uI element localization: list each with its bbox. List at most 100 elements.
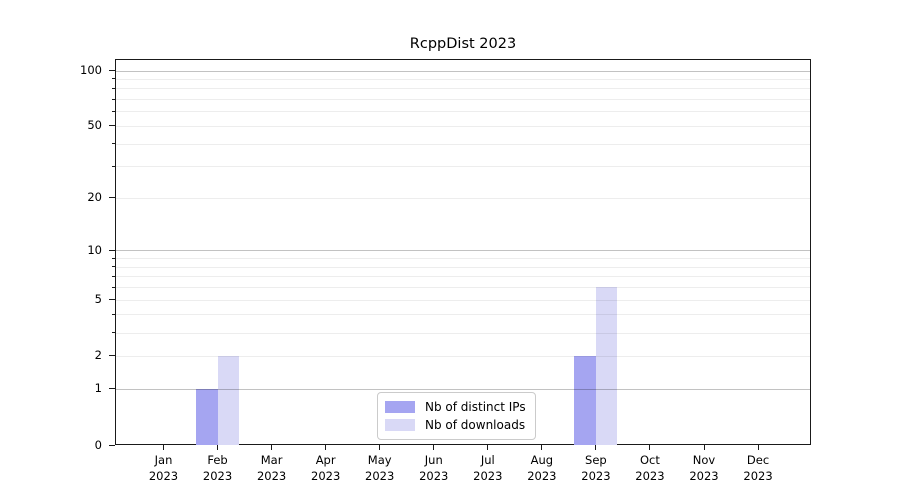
x-tick [379, 445, 381, 450]
gridline-major [116, 70, 810, 72]
x-tick-label-year: 2023 [527, 468, 557, 483]
x-tick-label-month: Jun [424, 453, 443, 467]
gridline-minor [116, 314, 810, 316]
bars-layer [116, 60, 810, 445]
y-tick-minor [112, 266, 115, 268]
x-tick-label: Apr 2023 [290, 453, 362, 484]
plot-area: Nb of distinct IPs Nb of downloads [115, 59, 811, 445]
y-tick-label: 100 [80, 63, 102, 77]
gridline-minor [116, 78, 810, 80]
x-tick-label-year: 2023 [365, 468, 395, 483]
y-tick-minor [112, 110, 115, 112]
y-tick-minor [112, 257, 115, 259]
x-tick [487, 445, 489, 450]
x-tick-label-month: Dec [746, 453, 770, 467]
x-tick-label-year: 2023 [635, 468, 665, 483]
x-tick-label: Oct 2023 [614, 453, 686, 484]
x-tick-label-month: Mar [260, 453, 283, 467]
y-tick-label: 10 [87, 242, 102, 257]
y-tick-label: 1 [94, 381, 102, 396]
gridline-minor [116, 355, 810, 357]
bar-distinct-ips [574, 355, 596, 445]
x-tick [325, 445, 327, 450]
chart-title: RcppDist 2023 [409, 36, 517, 52]
x-tick [649, 445, 651, 450]
gridline-minor [116, 258, 810, 260]
y-tick-minor [112, 313, 115, 315]
x-tick-label-year: 2023 [311, 468, 341, 483]
gridline-minor [116, 332, 810, 334]
x-tick-label-year: 2023 [419, 468, 449, 483]
x-tick-label: Feb 2023 [182, 453, 254, 484]
y-tick-major [109, 249, 115, 251]
x-tick-label-year: 2023 [689, 468, 719, 483]
legend-item-distinct-ips: Nb of distinct IPs [385, 398, 526, 416]
gridline-minor [116, 143, 810, 145]
y-tick-label: 2 [94, 348, 102, 363]
y-tick-minor [112, 78, 115, 80]
x-tick-label-month: Jul [480, 453, 495, 467]
x-tick-label: Jun 2023 [398, 453, 470, 484]
x-tick-label: Aug 2023 [506, 453, 578, 484]
gridline-minor [116, 125, 810, 127]
gridline-minor [116, 99, 810, 101]
x-tick-label: Jan 2023 [128, 453, 200, 484]
x-tick-label-year: 2023 [473, 468, 503, 483]
x-tick-label-month: Aug [530, 453, 554, 467]
y-tick-major [109, 355, 115, 357]
gridline-minor [116, 88, 810, 90]
x-tick-label: Nov 2023 [668, 453, 740, 484]
gridline-minor [116, 299, 810, 301]
x-tick-label-year: 2023 [581, 468, 611, 483]
x-tick [163, 445, 164, 450]
x-tick-label: Mar 2023 [236, 453, 308, 484]
gridline-minor [116, 197, 810, 199]
x-tick-label-year: 2023 [256, 468, 287, 483]
y-tick-minor [112, 98, 115, 100]
x-tick-label-year: 2023 [202, 468, 233, 483]
gridline-major [116, 250, 810, 252]
legend: Nb of distinct IPs Nb of downloads [377, 392, 536, 440]
x-tick-label: Sep 2023 [560, 453, 632, 484]
y-tick-label: 0 [94, 437, 102, 452]
x-tick-label-month: Oct [639, 453, 660, 467]
x-tick [433, 445, 435, 450]
legend-swatch-distinct-ips [385, 401, 415, 413]
x-tick-label: May 2023 [344, 453, 416, 484]
y-tick-major [109, 444, 115, 446]
gridline-minor [116, 111, 810, 113]
x-tick-label: Jul 2023 [452, 453, 524, 484]
y-tick-major [109, 70, 115, 71]
x-tick [271, 445, 273, 450]
legend-label-downloads: Nb of downloads [425, 418, 526, 432]
x-tick-label-month: Nov [692, 453, 716, 467]
x-tick-label-year: 2023 [148, 468, 179, 483]
x-tick [595, 445, 597, 450]
bar-distinct-ips [195, 388, 218, 445]
y-tick-minor [112, 332, 115, 333]
y-tick-label: 20 [87, 190, 102, 205]
y-tick-label: 50 [87, 118, 102, 133]
y-tick-major [109, 125, 115, 127]
legend-item-downloads: Nb of downloads [385, 416, 526, 434]
y-tick-minor [112, 143, 115, 145]
y-tick-major [109, 299, 115, 301]
x-tick-label: Dec 2023 [722, 453, 794, 484]
x-tick-label-year: 2023 [743, 468, 773, 483]
legend-swatch-downloads [385, 419, 415, 431]
y-tick-minor [112, 87, 115, 89]
y-tick-major [109, 388, 115, 390]
x-tick [757, 445, 759, 450]
gridline-minor [116, 287, 810, 289]
x-tick-label-month: Sep [585, 453, 607, 467]
bar-downloads [595, 287, 618, 445]
x-tick [217, 445, 219, 450]
x-tick [703, 445, 705, 450]
y-tick-major [109, 197, 115, 199]
y-tick-minor [112, 286, 115, 288]
x-tick-label-month: Jan [154, 453, 173, 467]
legend-label-distinct-ips: Nb of distinct IPs [425, 400, 526, 414]
y-tick-label: 5 [94, 292, 102, 307]
y-tick-minor [112, 165, 115, 167]
